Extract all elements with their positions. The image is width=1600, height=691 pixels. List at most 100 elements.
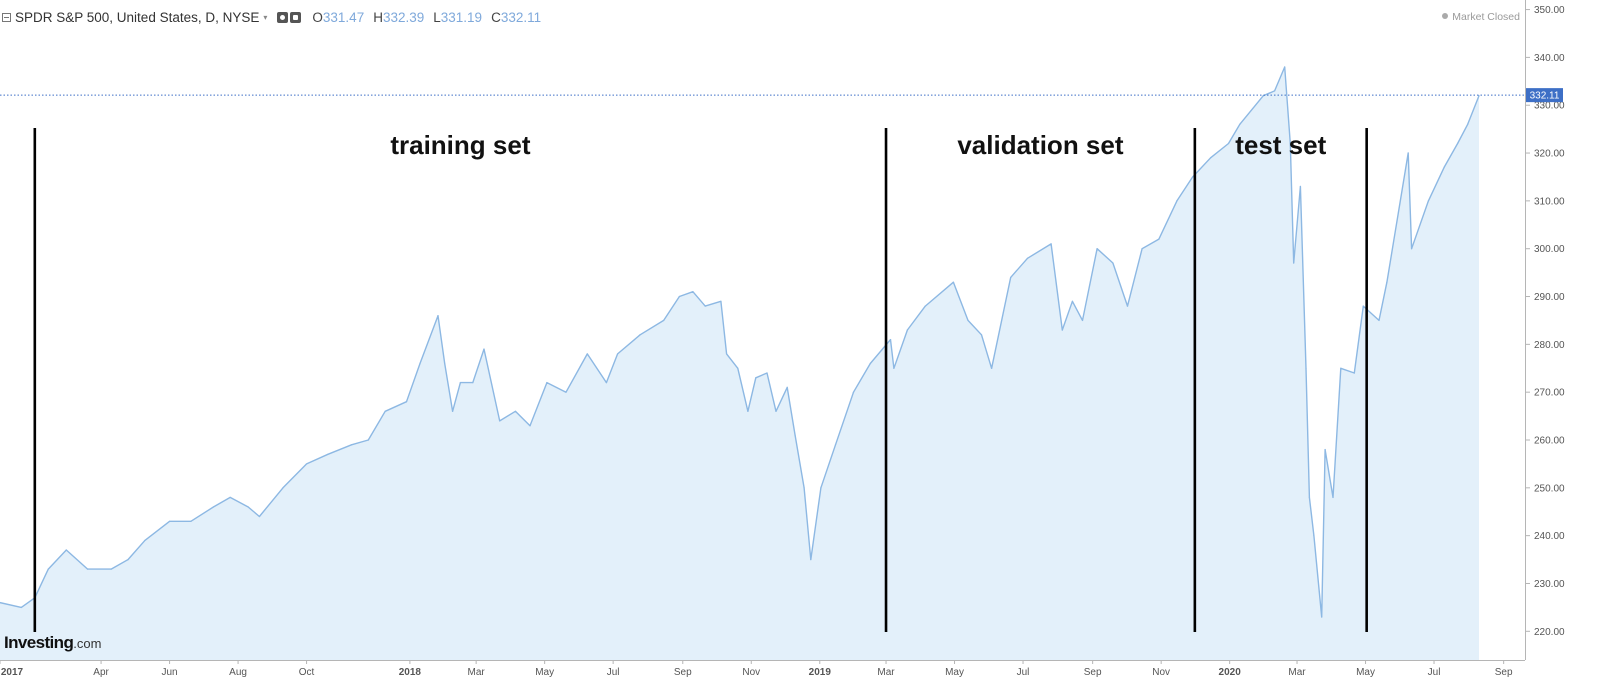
price-point [483, 348, 485, 350]
x-tick-label: Sep [674, 667, 692, 678]
logo-suffix: .com [73, 636, 102, 651]
price-point [384, 410, 386, 412]
price-point [1273, 90, 1276, 92]
market-status-text: Market Closed [1452, 11, 1520, 23]
y-tick-label: 350.00 [1534, 5, 1565, 16]
y-tick-label: 240.00 [1534, 531, 1565, 542]
price-point [65, 549, 67, 551]
set-label: test set [1235, 130, 1326, 160]
y-tick-label: 300.00 [1534, 244, 1565, 255]
price-point [720, 300, 722, 302]
price-point [405, 401, 408, 403]
price-point [1353, 372, 1355, 374]
price-point [820, 487, 822, 489]
price-point [747, 410, 749, 412]
y-axis[interactable]: 220.00 230.00 240.00 250.00 260.00 270.00 280.… [1525, 0, 1600, 686]
price-point [1141, 248, 1143, 250]
price-point [127, 558, 129, 561]
price-point [514, 410, 517, 412]
price-point [1457, 142, 1459, 145]
close-label: C [491, 9, 501, 25]
collapse-icon[interactable] [2, 12, 11, 22]
y-tick-label: 220.00 [1534, 627, 1565, 638]
price-point [786, 386, 788, 388]
price-point [20, 606, 22, 608]
symbol-title[interactable]: SPDR S&P 500, United States, D, NYSE [15, 9, 260, 25]
price-point [1407, 152, 1409, 154]
price-point [212, 506, 214, 508]
x-tick-label: Jun [162, 667, 178, 678]
price-point [692, 291, 694, 293]
price-point [924, 305, 926, 307]
chevron-down-icon[interactable]: ▾ [263, 12, 268, 22]
x-tick-label: May [535, 667, 554, 678]
x-tick-label: Oct [299, 667, 315, 678]
y-tick-label: 230.00 [1534, 579, 1565, 590]
price-point [258, 515, 261, 518]
price-point [737, 367, 739, 369]
x-axis[interactable]: 2017 Apr Jun Aug Oct 2018 Mar May Jul Sep Nov 2019 M… [0, 660, 1600, 686]
price-point [755, 377, 757, 379]
price-point [639, 334, 641, 336]
price-point [86, 568, 89, 570]
price-point [1313, 535, 1315, 537]
price-point [327, 453, 329, 455]
price-point [305, 463, 308, 465]
price-point [893, 367, 895, 369]
price-point [1410, 248, 1413, 250]
price-point [605, 382, 608, 384]
price-point [889, 338, 892, 341]
x-tick-label: 2017 [1, 667, 24, 678]
price-point [1096, 248, 1098, 250]
price-point [725, 353, 728, 355]
price-point [617, 353, 619, 355]
price-point [794, 434, 796, 436]
price-point [906, 329, 908, 331]
price-point [663, 319, 665, 322]
eye-icon[interactable] [277, 11, 289, 23]
price-point [775, 410, 777, 412]
price-point [1299, 185, 1302, 188]
x-tick-label: Jul [607, 667, 620, 678]
x-tick-label: Jul [1428, 667, 1441, 678]
price-area-fill [0, 67, 1479, 660]
price-point [952, 281, 955, 283]
gear-icon[interactable] [290, 11, 302, 23]
market-status: Market Closed [1442, 11, 1520, 23]
price-point [803, 487, 805, 489]
price-point [451, 410, 454, 412]
price-point [1026, 257, 1029, 259]
price-point [565, 391, 567, 393]
price-point [1340, 367, 1342, 369]
price-point [990, 367, 993, 369]
price-point [1010, 276, 1012, 278]
status-dot-icon [1442, 13, 1449, 19]
price-tag-label: 332.11 [1530, 91, 1560, 102]
price-point [1081, 319, 1084, 322]
low-value: 331.19 [440, 9, 483, 25]
price-point [834, 444, 837, 446]
price-point [1284, 66, 1286, 68]
price-point [350, 444, 353, 446]
high-value: 332.39 [382, 9, 425, 25]
y-tick-label: 340.00 [1534, 53, 1565, 64]
investing-logo[interactable]: Investing.com [4, 633, 101, 653]
x-tick-label: Mar [1288, 667, 1306, 678]
price-point [499, 420, 501, 422]
x-tick-label: Mar [877, 667, 895, 678]
price-point [229, 496, 231, 498]
y-tick-label: 280.00 [1534, 340, 1565, 351]
price-point [1305, 367, 1307, 369]
price-point [852, 391, 855, 393]
price-point [967, 319, 969, 322]
set-labels: training set validation set test set [390, 130, 1326, 160]
price-area-series [0, 66, 1525, 660]
x-axis-panel [0, 660, 1600, 686]
price-point [766, 372, 768, 374]
y-tick-label: 310.00 [1534, 196, 1565, 207]
x-tick-label: Jul [1017, 667, 1030, 678]
price-point [1209, 157, 1212, 159]
x-tick-label: Mar [468, 667, 486, 678]
